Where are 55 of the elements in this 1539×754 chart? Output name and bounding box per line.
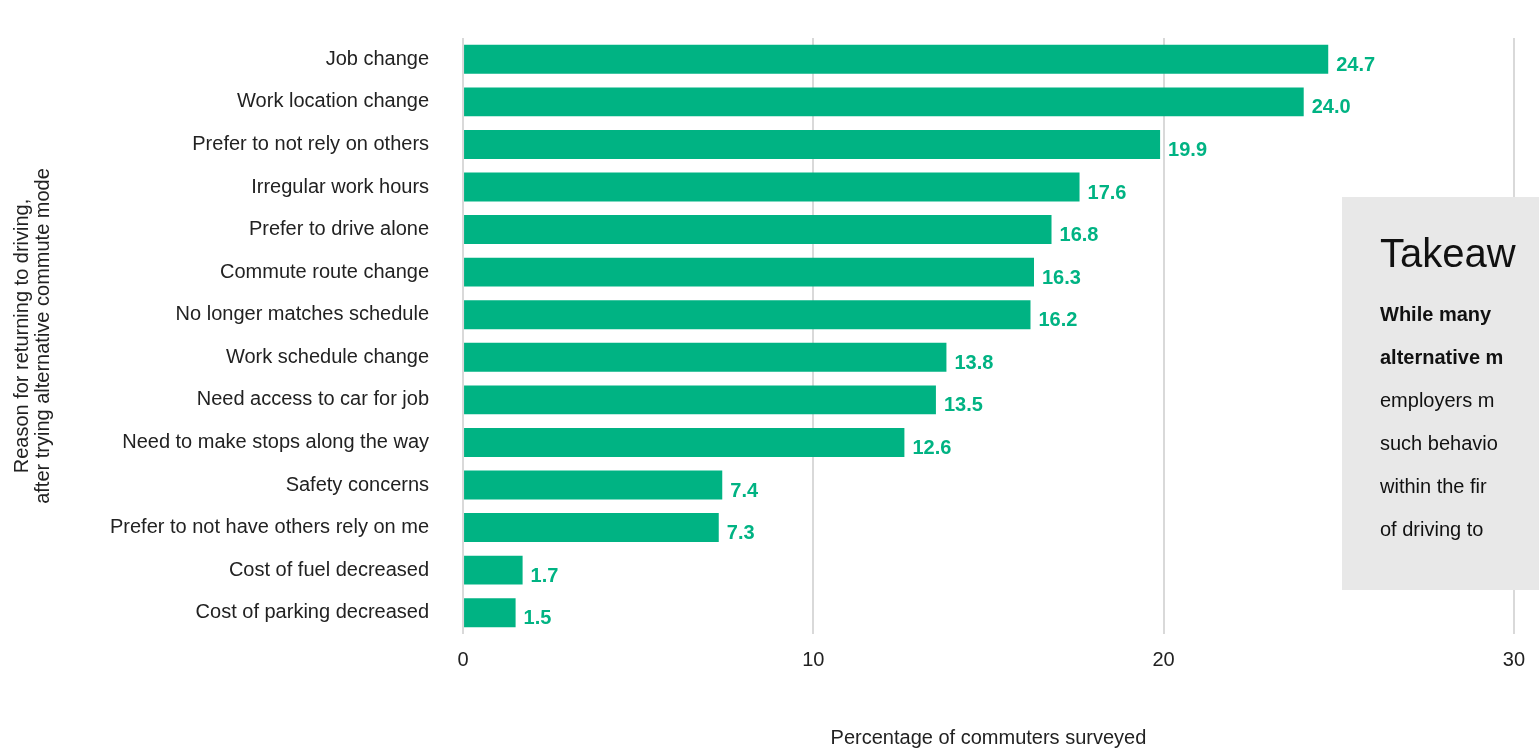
x-tick-label: 30 bbox=[1502, 647, 1525, 670]
x-tick-label: 10 bbox=[802, 647, 825, 670]
bar bbox=[464, 427, 905, 457]
data-label: 16.2 bbox=[1038, 308, 1078, 331]
bar bbox=[464, 555, 523, 585]
annotation: of driving to bbox=[1380, 517, 1485, 542]
data-label: 7.3 bbox=[726, 521, 755, 544]
data-label: 19.9 bbox=[1168, 137, 1208, 160]
data-label: 24.7 bbox=[1336, 52, 1376, 75]
y-tick-label: Work location change bbox=[237, 89, 430, 112]
annotation: alternative m bbox=[1380, 345, 1505, 370]
x-tick-label: 0 bbox=[457, 647, 469, 670]
data-label: 13.8 bbox=[954, 350, 994, 373]
data-label: 16.3 bbox=[1042, 265, 1081, 288]
y-tick-label: Need to make stops along the way bbox=[122, 429, 430, 452]
bar bbox=[464, 44, 1329, 74]
bar bbox=[464, 385, 936, 415]
data-label: 1.7 bbox=[530, 563, 559, 586]
bar bbox=[464, 257, 1034, 287]
y-tick-label: Cost of parking decreased bbox=[195, 600, 430, 623]
y-tick-label: Safety concerns bbox=[285, 472, 430, 495]
data-label: 17.6 bbox=[1087, 180, 1127, 203]
y-tick-label: Job change bbox=[325, 46, 430, 69]
annotation: While many bbox=[1380, 302, 1493, 327]
x-tick-label: 20 bbox=[1152, 647, 1175, 670]
bar bbox=[464, 598, 516, 628]
y-tick-label: Prefer to not have others rely on me bbox=[109, 515, 430, 538]
y-tick-label: Irregular work hours bbox=[251, 174, 430, 197]
data-label: 7.4 bbox=[730, 478, 759, 501]
x-axis-title: Percentage of commuters surveyed bbox=[830, 725, 1147, 748]
bar bbox=[464, 470, 723, 500]
annotation: within the fir bbox=[1380, 474, 1488, 499]
data-label: 13.5 bbox=[943, 393, 983, 416]
y-tick-label: Prefer to not rely on others bbox=[192, 131, 430, 154]
bar bbox=[464, 172, 1080, 202]
bar bbox=[464, 215, 1052, 245]
bar bbox=[464, 87, 1304, 117]
y-tick-label: No longer matches schedule bbox=[175, 302, 430, 325]
y-tick-label: Need access to car for job bbox=[196, 387, 430, 410]
bar bbox=[464, 300, 1031, 330]
bar bbox=[464, 342, 947, 372]
bar bbox=[464, 513, 719, 543]
y-tick-label: Prefer to drive alone bbox=[248, 217, 430, 240]
y-tick-label: Commute route change bbox=[220, 259, 430, 282]
annotation: Takeaw bbox=[1380, 230, 1517, 277]
data-label: 24.0 bbox=[1311, 95, 1351, 118]
data-label: 1.5 bbox=[523, 606, 552, 629]
annotation: employers m bbox=[1380, 388, 1496, 413]
annotation: such behavio bbox=[1380, 431, 1499, 456]
y-tick-label: Work schedule change bbox=[225, 344, 430, 367]
y-tick-label: Cost of fuel decreased bbox=[228, 557, 430, 580]
bar bbox=[464, 129, 1161, 159]
data-label: 12.6 bbox=[912, 435, 952, 458]
y-axis-title: Reason for returning to driving, after trying alternative commute mode bbox=[10, 168, 54, 504]
data-label: 16.8 bbox=[1059, 223, 1099, 246]
